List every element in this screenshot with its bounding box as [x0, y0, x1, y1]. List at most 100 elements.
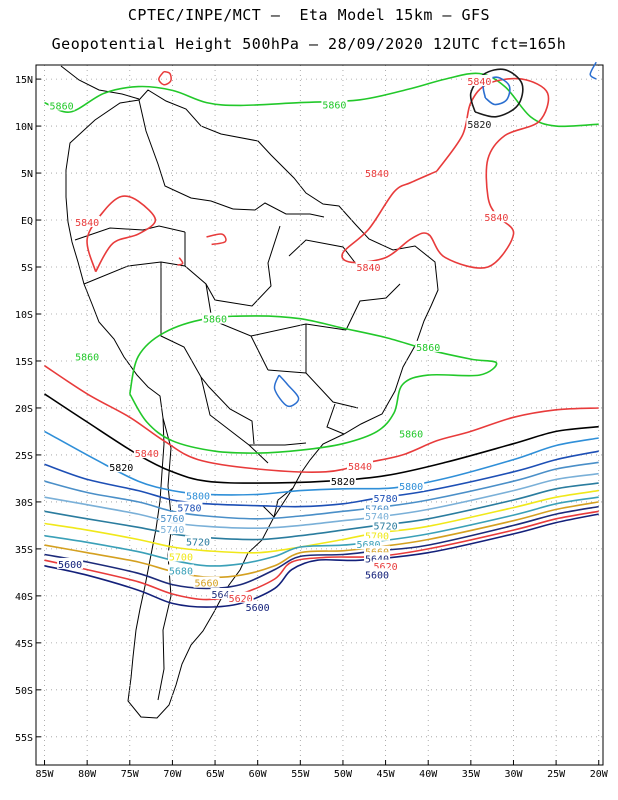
contour-label: 5860 — [203, 315, 227, 326]
lon-tick-label: 65W — [206, 769, 225, 780]
contour-label-background — [167, 550, 194, 562]
contour-label: 5680 — [356, 540, 380, 551]
contour-line-5840 — [341, 77, 550, 269]
map-frame — [35, 64, 604, 766]
contour-label-background — [74, 350, 101, 362]
contour-label: 5820 — [331, 477, 355, 488]
contour-line-5720 — [44, 482, 599, 541]
contour-label: 5640 — [212, 590, 236, 601]
contour-line-5660 — [44, 501, 599, 579]
contour-label-background — [210, 587, 237, 599]
contour-label-background — [355, 538, 382, 550]
lat-tick-label: 10S — [15, 310, 33, 321]
border-colombia-venezuela — [138, 99, 234, 210]
contour-label-background — [364, 510, 391, 522]
contour-label: 5760 — [365, 504, 389, 515]
contour-line-5680 — [44, 496, 599, 567]
contour-label: 5600 — [246, 603, 270, 614]
contour-label: 5800 — [186, 491, 210, 502]
contour-label-background — [244, 601, 271, 613]
lat-tick-label: 5N — [21, 169, 33, 180]
border-argentina-north — [200, 376, 269, 464]
lat-tick-label: 25S — [15, 451, 33, 462]
contour-label: 5720 — [374, 521, 398, 532]
contour-label: 5860 — [416, 343, 440, 354]
contour-label: 5700 — [169, 552, 193, 563]
contour-label: 5840 — [365, 169, 389, 180]
contour-label-background — [167, 564, 194, 576]
contour-label-background — [74, 215, 101, 227]
contour-line-5760 — [44, 461, 599, 520]
contour-label-background — [415, 340, 442, 352]
contour-label: 5760 — [160, 514, 184, 525]
border-brazil-interior-2 — [267, 369, 359, 409]
contour-label: 5600 — [58, 560, 82, 571]
border-paraguay — [249, 442, 307, 446]
contour-label-background — [466, 74, 493, 86]
contour-label-background — [159, 511, 186, 523]
contour-label-background — [364, 167, 391, 179]
contour-label-background — [185, 489, 211, 501]
contour-label-background — [364, 568, 391, 580]
contour-line-5800 — [44, 430, 599, 496]
contour-label: 5860 — [75, 352, 99, 363]
contour-label: 5840 — [135, 449, 159, 460]
lon-tick-label: 60W — [249, 769, 268, 780]
lat-tick-label: 50S — [15, 686, 33, 697]
lat-tick-label: 55S — [15, 733, 33, 744]
lon-tick-label: 40W — [419, 769, 438, 780]
contour-line-5860 — [129, 315, 498, 454]
lat-tick-label: 15S — [15, 357, 33, 368]
contour-label: 5800 — [399, 482, 423, 493]
border-bolivia-brazil — [205, 283, 269, 371]
border-bolivia — [160, 262, 255, 445]
red-contour-amazon-b — [177, 257, 184, 266]
lon-tick-label: 80W — [78, 769, 97, 780]
coastlines-and-borders — [60, 65, 439, 719]
contour-line-5740 — [44, 472, 599, 530]
contour-label: 5740 — [160, 525, 184, 536]
contour-label: 5820 — [109, 463, 133, 474]
lon-tick-label: 50W — [334, 769, 353, 780]
contour-line-5780 — [44, 450, 599, 508]
contour-label-background — [372, 519, 399, 531]
contour-label-background — [108, 461, 135, 473]
lat-tick-label: 10N — [15, 122, 33, 133]
lon-tick-label: 20W — [590, 769, 609, 780]
contour-label: 5840 — [75, 218, 99, 229]
chart-title-line-1: CPTEC/INPE/MCT – Eta Model 15km – GFS — [127, 6, 491, 24]
contour-label-background — [398, 479, 425, 491]
contour-label: 5600 — [365, 570, 389, 581]
lat-tick-label: 45S — [15, 639, 33, 650]
lon-tick-label: 35W — [462, 769, 481, 780]
central-america — [60, 65, 140, 100]
contour-label-background — [372, 492, 399, 504]
contour-label-background — [193, 576, 220, 588]
lon-tick-label: 75W — [121, 769, 140, 780]
contour-label-background — [329, 475, 356, 487]
contour-line-5620 — [44, 510, 599, 601]
contour-label-background — [321, 98, 348, 110]
contour-label: 5840 — [356, 263, 380, 274]
contour-label-background — [355, 261, 382, 273]
contour-label-background — [133, 447, 160, 459]
contour-label: 5740 — [365, 512, 389, 523]
border-brazil-interior-4 — [345, 283, 401, 331]
axis-ticks: 15N 10N 5N EQ 5S 10S 15S 20S 25S 30S 35S 40S 45S 50S 5… — [15, 75, 609, 780]
contour-label: 5680 — [169, 567, 193, 578]
contour-line-5840 — [44, 365, 599, 473]
lon-tick-label: 45W — [377, 769, 396, 780]
height-contours — [44, 68, 599, 608]
south-america-coastline — [65, 89, 439, 719]
contour-label: 5640 — [365, 554, 389, 565]
contour-label: 5840 — [467, 77, 491, 88]
contour-label: 5780 — [177, 504, 201, 515]
contour-label: 5700 — [365, 532, 389, 543]
contour-line-5600 — [44, 513, 599, 608]
border-colombia-south — [74, 225, 186, 241]
contour-line-5820 — [469, 68, 524, 118]
contour-label-background — [185, 535, 211, 547]
lon-tick-label: 85W — [35, 769, 54, 780]
contour-label: 5860 — [399, 429, 423, 440]
